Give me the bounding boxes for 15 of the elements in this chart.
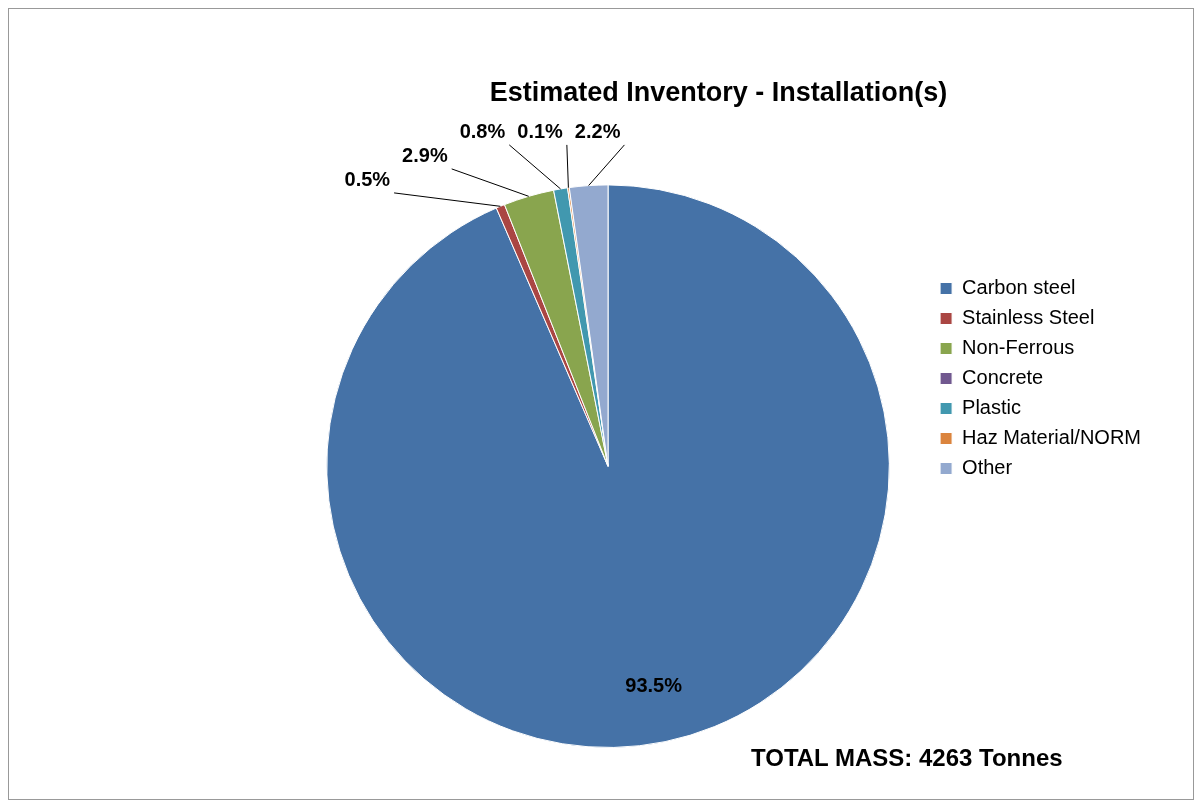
data-label: 93.5% <box>625 674 683 697</box>
legend-label: Plastic <box>962 396 1021 419</box>
legend-label: Haz Material/NORM <box>962 426 1142 449</box>
data-label: 2.2% <box>574 120 621 143</box>
legend-label: Carbon steel <box>962 276 1076 299</box>
chart-title: Estimated Inventory - Installation(s) <box>489 76 948 107</box>
data-label: 0.5% <box>344 168 391 191</box>
text: TOTAL MASS: 4263 Tonnes <box>751 743 1063 771</box>
legend-label: Stainless Steel <box>962 306 1095 329</box>
data-label: 2.9% <box>402 144 448 167</box>
data-label: 0.8% <box>459 120 506 143</box>
legend-label: Other <box>962 456 1013 479</box>
data-label: 0.1% <box>517 120 564 143</box>
legend-label: Non-Ferrous <box>962 336 1075 359</box>
legend-label: Concrete <box>962 366 1044 389</box>
